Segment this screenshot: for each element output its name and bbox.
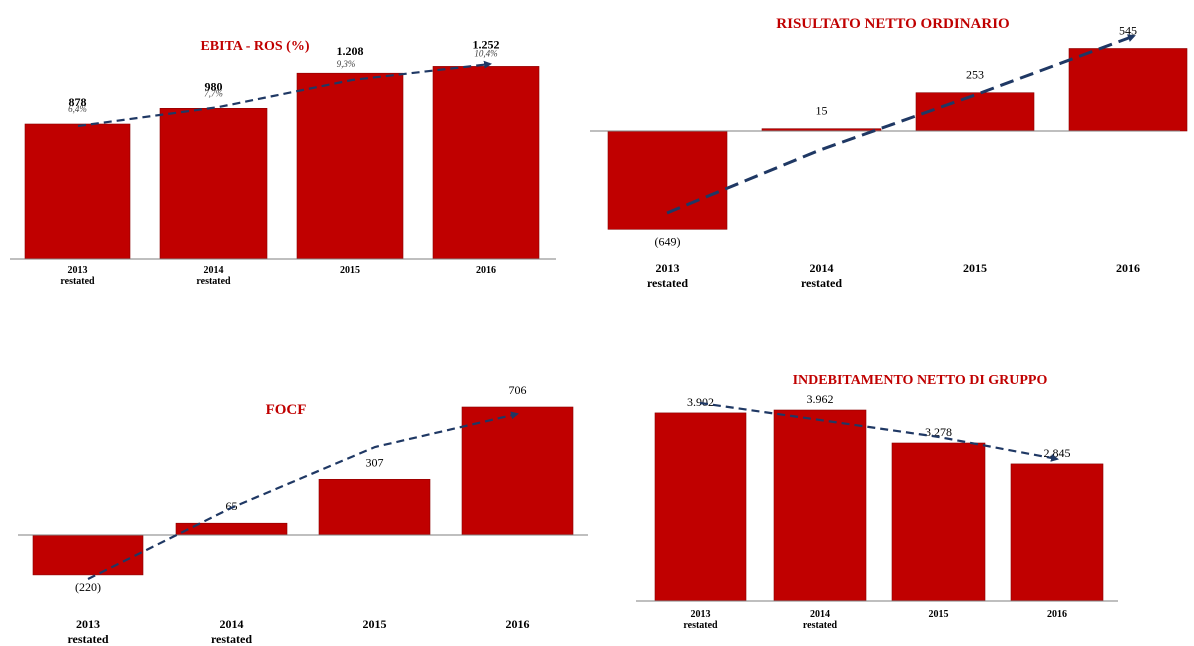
value-label-focf-2015: 307: [366, 455, 384, 469]
value-label-risultato-2015: 253: [966, 68, 984, 82]
tick-label-risultato-2013-sub: restated: [647, 276, 688, 290]
tick-label-risultato-2016: 2016: [1116, 261, 1140, 275]
value-label-indebitamento-2014: 3.962: [807, 392, 834, 406]
bar-risultato-2016: [1068, 48, 1188, 132]
bar-indebitamento-2016: [1010, 463, 1104, 602]
bar-focf-2016: [461, 406, 574, 536]
ros-label-2013: 6,4%: [68, 104, 87, 114]
value-label-focf-2016: 706: [509, 383, 527, 397]
value-label-risultato-2016: 545: [1119, 24, 1137, 38]
chart-title-indebitamento: INDEBITAMENTO NETTO DI GRUPPO: [793, 373, 1048, 388]
bar-risultato-2013: [607, 130, 728, 230]
tick-label-ebita-2013: 2013: [68, 265, 88, 276]
value-label-focf-2014: 65: [226, 499, 238, 513]
ros-label-2015: 9,3%: [337, 59, 356, 69]
ros-label-2014: 7,7%: [204, 88, 223, 98]
value-label-indebitamento-2013: 3.902: [687, 395, 714, 409]
tick-label-ebita-2016: 2016: [476, 265, 496, 276]
tick-label-risultato-2013: 2013: [656, 261, 680, 275]
tick-label-indebitamento-2014: 2014: [810, 609, 830, 620]
tick-label-indebitamento-2016: 2016: [1047, 609, 1067, 620]
chart-indebitamento: INDEBITAMENTO NETTO DI GRUPPO 2013restat…: [636, 373, 1118, 631]
chart-focf-trend-line: [87, 411, 519, 580]
tick-label-risultato-2014: 2014: [810, 261, 834, 275]
chart-ebita-trend-line: [77, 60, 492, 128]
tick-label-focf-2014: 2014: [220, 617, 244, 631]
bar-ebita-2014: [159, 108, 268, 260]
tick-label-ebita-2015: 2015: [340, 265, 360, 276]
chart-title-focf: FOCF: [266, 402, 307, 418]
tick-label-indebitamento-2014-sub: restated: [803, 620, 838, 631]
tick-label-indebitamento-2015: 2015: [929, 609, 949, 620]
chart-risultato-trend-line: [666, 34, 1136, 215]
bar-focf-2015: [318, 478, 431, 536]
value-label-ebita-2015: 1.208: [337, 44, 364, 58]
tick-label-focf-2013-sub: restated: [67, 632, 108, 646]
bar-risultato-2015: [915, 92, 1035, 132]
tick-label-risultato-2014-sub: restated: [801, 276, 842, 290]
tick-label-ebita-2014: 2014: [204, 265, 224, 276]
chart-ebita-ros-labels: 6,4% 7,7% 9,3% 10,4%: [68, 48, 498, 114]
tick-label-focf-2013: 2013: [76, 617, 100, 631]
bar-indebitamento-2013: [654, 412, 747, 602]
chart-indebitamento-bars: [654, 409, 1104, 602]
tick-label-ebita-2014-sub: restated: [196, 276, 231, 287]
value-label-indebitamento-2016: 2.845: [1044, 446, 1071, 460]
value-label-ebita-2014: 980: [205, 79, 223, 93]
tick-label-indebitamento-2013-sub: restated: [683, 620, 718, 631]
chart-risultato: RISULTATO NETTO ORDINARIO 2013restated20…: [590, 16, 1188, 290]
bar-ebita-2013: [24, 123, 131, 260]
chart-risultato-bars: [607, 48, 1188, 230]
value-label-risultato-2014: 15: [816, 104, 828, 118]
value-label-focf-2013: (220): [75, 580, 101, 594]
bar-focf-2014: [175, 522, 288, 536]
bar-indebitamento-2014: [773, 409, 867, 602]
value-label-risultato-2013: (649): [655, 234, 681, 248]
tick-label-focf-2015: 2015: [363, 617, 387, 631]
chart-ebita: EBITA - ROS (%) 2013restated2014restated…: [10, 37, 556, 287]
tick-label-risultato-2015: 2015: [963, 261, 987, 275]
bar-ebita-2015: [296, 72, 404, 260]
chart-focf-value-labels: (220) 65 307 706: [75, 383, 527, 594]
chart-focf-bars: [32, 406, 574, 576]
value-label-ebita-2016: 1.252: [473, 37, 500, 51]
chart-title-risultato: RISULTATO NETTO ORDINARIO: [776, 16, 1009, 32]
tick-label-ebita-2013-sub: restated: [60, 276, 95, 287]
chart-risultato-value-labels: (649) 15 253 545: [655, 24, 1138, 249]
ros-label-2016: 10,4%: [474, 48, 497, 58]
bar-indebitamento-2015: [891, 442, 986, 602]
tick-label-indebitamento-2013: 2013: [691, 609, 711, 620]
chart-title-ebita: EBITA - ROS (%): [200, 39, 309, 54]
value-label-ebita-2013: 878: [69, 95, 87, 109]
bar-focf-2013: [32, 534, 144, 576]
chart-indebitamento-trend-line: [699, 401, 1059, 462]
tick-label-focf-2016: 2016: [506, 617, 530, 631]
tick-label-focf-2014-sub: restated: [211, 632, 252, 646]
chart-ebita-bars: [24, 66, 540, 260]
chart-ebita-value-labels: 878 980 1.208 1.252: [69, 37, 500, 109]
bar-ebita-2016: [432, 66, 540, 260]
